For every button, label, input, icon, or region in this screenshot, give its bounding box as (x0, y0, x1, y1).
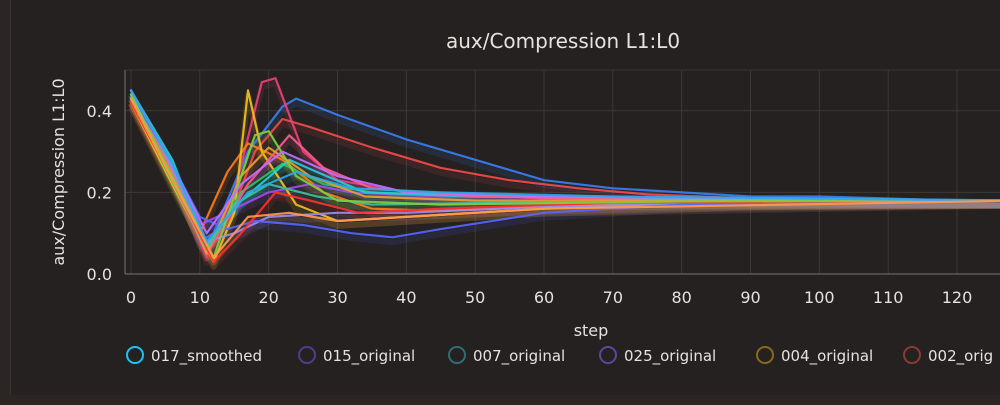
legend-entry-label: 017_smoothed (151, 347, 262, 366)
series-line (129, 97, 1000, 259)
x-tick-label: 10 (190, 288, 210, 307)
axes (124, 70, 1000, 275)
x-tick-label: 30 (327, 288, 347, 307)
x-tick-label: 110 (873, 288, 904, 307)
legend-marker-icon (298, 346, 316, 364)
legend-marker-icon (126, 346, 144, 364)
legend-marker-icon (599, 346, 617, 364)
y-axis-label: aux/Compression L1:L0 (49, 78, 68, 265)
series-line (129, 89, 1000, 243)
legend-entry-label: 007_original (473, 347, 565, 366)
tick-labels: 0 10 20 30 40 50 60 70 80 90 100 110 120 0.0 0.2 0.4 (87, 102, 973, 307)
x-tick-label: 70 (603, 288, 623, 307)
x-tick-label: 50 (465, 288, 485, 307)
x-tick-label: 60 (534, 288, 554, 307)
legend-entry-label: 004_original (781, 347, 873, 366)
x-tick-label: 40 (396, 288, 416, 307)
x-tick-label: 90 (740, 288, 760, 307)
chart-title: aux/Compression L1:L0 (446, 29, 680, 53)
legend: 017_smoothed 015_original 007_original 025_… (126, 346, 993, 366)
x-tick-label: 120 (942, 288, 973, 307)
y-tick-label: 0.4 (87, 102, 112, 121)
x-axis-label: step (574, 321, 609, 340)
legend-entry-label: 025_original (624, 347, 716, 366)
legend-marker-icon (448, 346, 466, 364)
x-tick-label: 80 (671, 288, 691, 307)
x-tick-label: 20 (258, 288, 278, 307)
x-tick-label: 0 (126, 288, 136, 307)
y-tick-label: 0.2 (87, 183, 112, 202)
legend-entry-label: 015_original (323, 347, 415, 366)
y-tick-label: 0.0 (87, 265, 112, 284)
legend-entry-label: 002_orig (928, 347, 993, 366)
x-tick-label: 100 (804, 288, 835, 307)
legend-marker-icon (903, 346, 921, 364)
series-lines (128, 77, 1000, 270)
legend-marker-icon (756, 346, 774, 364)
